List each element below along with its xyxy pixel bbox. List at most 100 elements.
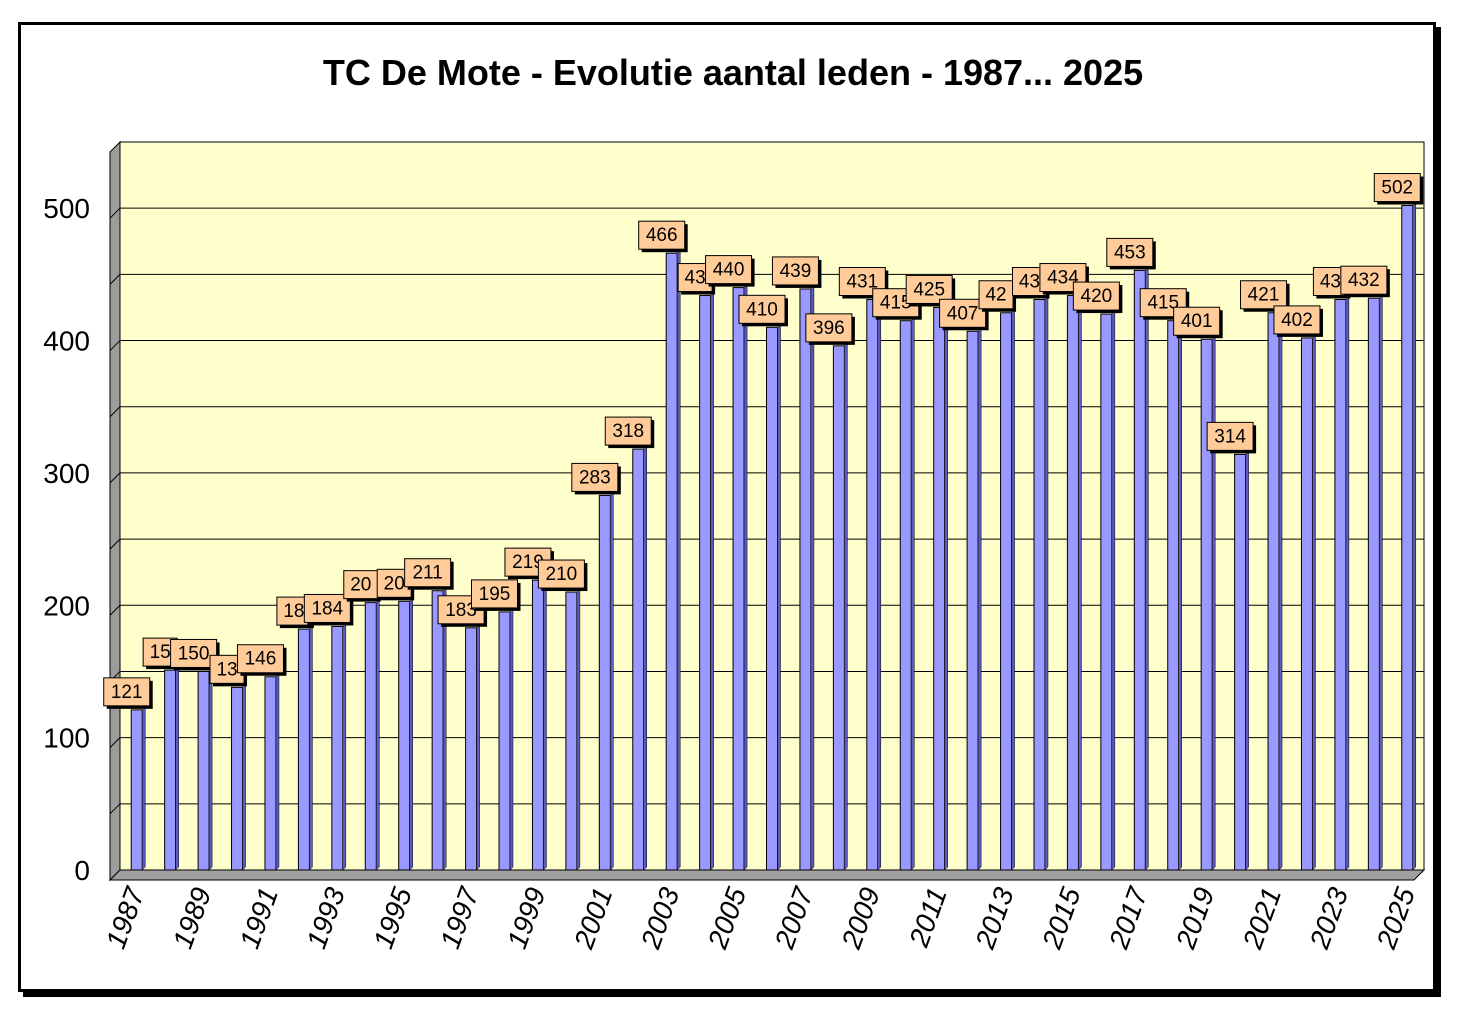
bar-side xyxy=(1278,309,1283,871)
data-label-box xyxy=(738,294,786,324)
bar-side xyxy=(1044,295,1049,871)
data-label-text: 502 xyxy=(1381,178,1413,199)
bar xyxy=(130,709,143,871)
data-label: 410 xyxy=(738,294,788,327)
x-tick-label: 2013 xyxy=(969,883,1020,953)
data-label: 43 xyxy=(1312,267,1351,299)
data-label-text: 396 xyxy=(813,318,845,339)
data-label-text: 211 xyxy=(412,563,442,584)
data-label-box xyxy=(303,593,351,623)
data-label: 420 xyxy=(1072,281,1123,314)
bar xyxy=(1267,312,1280,871)
bar-side xyxy=(275,673,280,871)
bar xyxy=(531,579,544,871)
bar xyxy=(699,295,712,871)
bar-side xyxy=(877,295,882,871)
data-label: 211 xyxy=(404,558,454,590)
bar xyxy=(1000,312,1013,871)
data-label-text: 425 xyxy=(913,279,945,300)
data-label-box xyxy=(638,220,686,250)
data-label-text: 195 xyxy=(479,584,511,605)
data-label-box xyxy=(1340,265,1388,295)
x-tick-label: 2019 xyxy=(1170,883,1221,953)
y-tick-label: 100 xyxy=(43,723,90,754)
y-tick-label: 500 xyxy=(43,193,90,224)
gridline-side xyxy=(109,472,121,484)
bar-side xyxy=(1245,450,1249,871)
bar xyxy=(1334,299,1347,871)
bar xyxy=(331,625,344,871)
data-label-box xyxy=(1072,281,1120,311)
bar xyxy=(1300,337,1313,871)
data-label: 20 xyxy=(343,570,381,602)
bar xyxy=(231,686,244,871)
bar-side xyxy=(844,342,848,871)
data-label-text: 432 xyxy=(1348,270,1380,291)
data-label-text: 20 xyxy=(350,575,371,596)
bar-side xyxy=(376,599,380,871)
bar-side xyxy=(1345,295,1350,871)
data-label-box xyxy=(1106,237,1154,267)
data-label-box xyxy=(571,462,619,492)
x-tick-label: 2021 xyxy=(1236,883,1287,953)
x-tick-label: 2011 xyxy=(903,883,953,951)
x-tick-label: 1987 xyxy=(100,882,151,952)
bar-side xyxy=(309,625,313,871)
data-label-box xyxy=(170,638,218,668)
y-tick-label: 0 xyxy=(74,855,90,886)
gridline-side xyxy=(109,207,121,219)
data-label-box xyxy=(537,559,585,589)
bar-side xyxy=(1111,310,1116,871)
gridline-side xyxy=(109,604,121,616)
data-label-text: 146 xyxy=(245,649,277,670)
x-tick-label: 1999 xyxy=(501,883,551,952)
data-label-text: 210 xyxy=(546,564,578,585)
data-label-text: 453 xyxy=(1114,242,1146,263)
bar-side xyxy=(944,303,948,871)
bar-side xyxy=(442,587,447,871)
data-label-text: 43 xyxy=(1019,272,1040,293)
bar-side xyxy=(676,249,681,871)
data-label-box xyxy=(978,280,1014,310)
data-label-box xyxy=(236,644,284,674)
bar-side xyxy=(342,622,347,871)
data-label-text: 43 xyxy=(685,268,706,289)
bar-side xyxy=(1412,201,1417,871)
bar xyxy=(1100,313,1113,871)
chart-title: TC De Mote - Evolutie aantal leden - 198… xyxy=(322,52,1144,93)
bar-side xyxy=(1379,294,1383,871)
bar xyxy=(431,590,444,871)
bar xyxy=(197,670,210,871)
data-label-text: 43 xyxy=(1320,272,1341,293)
x-tick-label: 2023 xyxy=(1303,883,1354,953)
bar-side xyxy=(409,597,413,871)
data-label-text: 439 xyxy=(780,261,812,282)
data-label-box xyxy=(604,416,652,446)
data-label: 314 xyxy=(1206,421,1257,454)
bar xyxy=(164,669,177,871)
bar xyxy=(732,287,745,871)
bar-side xyxy=(141,706,146,871)
x-tick-label: 2015 xyxy=(1036,883,1087,953)
data-label-text: 407 xyxy=(947,303,979,324)
data-label-box xyxy=(1273,305,1321,335)
gridline-side xyxy=(109,803,121,815)
bar-side xyxy=(1145,266,1149,871)
data-label: 396 xyxy=(805,313,855,345)
gridline-side xyxy=(109,538,121,550)
data-label-box xyxy=(471,579,519,609)
data-label-box xyxy=(705,255,753,285)
bar-side xyxy=(710,291,714,871)
data-label-text: 318 xyxy=(612,421,644,442)
gridline-side xyxy=(109,274,121,285)
data-label: 453 xyxy=(1106,237,1156,270)
data-label-text: 20 xyxy=(384,573,405,594)
bar-side xyxy=(977,327,982,871)
data-label-text: 18 xyxy=(283,601,304,622)
bar-side xyxy=(509,608,514,871)
data-label: 121 xyxy=(103,677,153,709)
data-label-box xyxy=(805,313,853,343)
bar xyxy=(264,676,277,871)
gridline-side xyxy=(109,406,121,418)
bar xyxy=(1133,269,1146,871)
